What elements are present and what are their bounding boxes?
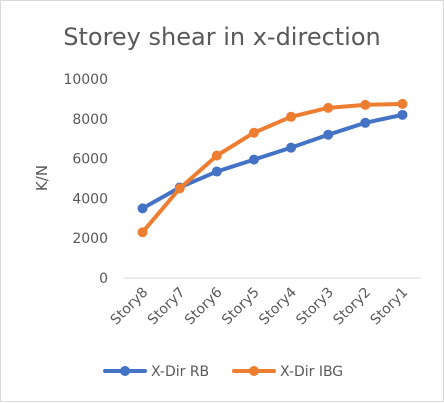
y-tick-label: 2000 [72, 231, 108, 247]
y-tick-label: 8000 [72, 112, 108, 128]
x-tick-label: Story8 [108, 285, 152, 329]
y-axis-label: K/N [33, 165, 51, 191]
x-tick-label: Story4 [256, 284, 300, 328]
x-tick-label: Story7 [145, 285, 189, 329]
data-point [174, 183, 185, 194]
data-point [211, 166, 222, 177]
series-line [140, 101, 405, 235]
data-point [286, 142, 297, 153]
series-layer [137, 98, 408, 238]
y-tick-label: 0 [99, 271, 108, 287]
legend: X-Dir RB X-Dir IBG [103, 364, 343, 380]
data-point [397, 109, 408, 120]
legend-marker-icon [120, 366, 130, 376]
legend-label: X-Dir RB [151, 364, 209, 380]
data-point [211, 150, 222, 161]
x-tick-label: Story3 [293, 285, 337, 329]
legend-item: X-Dir IBG [232, 364, 343, 380]
y-axis-ticks: 0 2000 4000 6000 8000 10000 [63, 72, 108, 287]
y-tick-label: 10000 [63, 72, 108, 88]
chart-title: Storey shear in x-direction [63, 23, 381, 51]
data-point [286, 111, 297, 122]
legend-marker-icon [249, 366, 259, 376]
data-point [323, 129, 334, 140]
legend-item: X-Dir RB [103, 364, 209, 380]
x-tick-label: Story1 [368, 285, 412, 329]
data-point [137, 227, 148, 238]
y-tick-label: 6000 [72, 152, 108, 168]
legend-label: X-Dir IBG [280, 364, 343, 380]
x-tick-label: Story2 [330, 285, 374, 329]
x-tick-label: Story6 [182, 284, 226, 328]
data-point [323, 102, 334, 113]
data-point [360, 117, 371, 128]
x-tick-label: Story5 [219, 285, 263, 329]
y-tick-label: 4000 [72, 191, 108, 207]
series-line [140, 112, 405, 211]
data-point [137, 203, 148, 214]
x-axis-ticks: Story8Story7Story6Story5Story4Story3Stor… [108, 284, 412, 328]
data-point [397, 98, 408, 109]
series-2 [137, 98, 408, 238]
data-point [248, 127, 259, 138]
data-point [248, 154, 259, 165]
data-point [360, 99, 371, 110]
